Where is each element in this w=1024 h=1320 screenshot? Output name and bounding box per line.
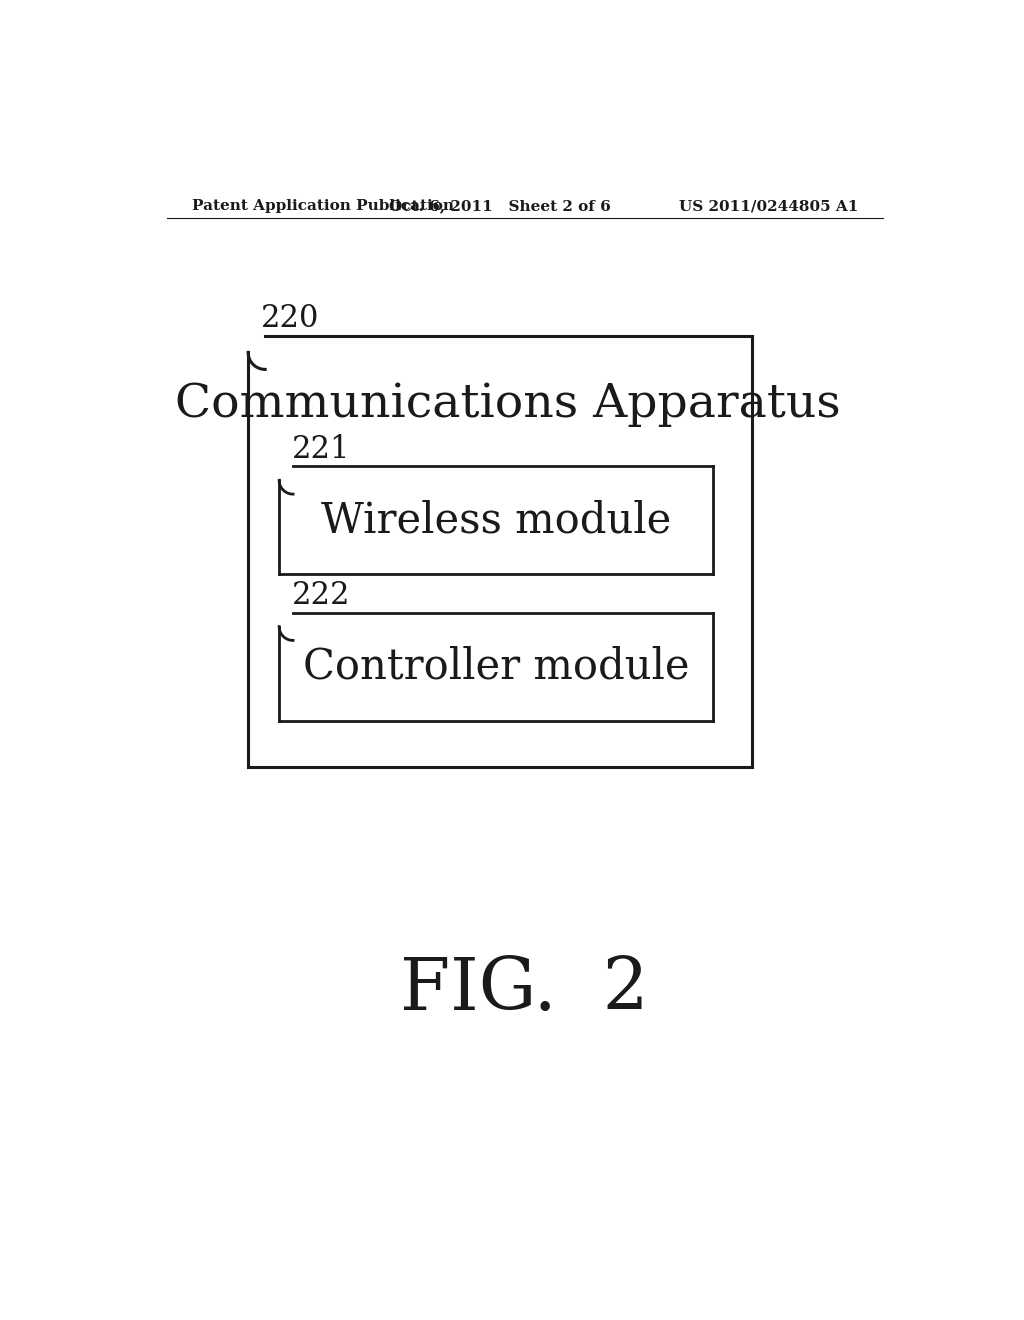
Text: 222: 222 — [292, 581, 350, 611]
Text: Communications Apparatus: Communications Apparatus — [175, 383, 841, 428]
Text: FIG.  2: FIG. 2 — [400, 954, 649, 1026]
Text: Controller module: Controller module — [303, 645, 689, 688]
Text: Oct. 6, 2011   Sheet 2 of 6: Oct. 6, 2011 Sheet 2 of 6 — [389, 199, 611, 213]
Text: 220: 220 — [261, 304, 319, 334]
Text: 221: 221 — [292, 434, 350, 465]
Text: US 2011/0244805 A1: US 2011/0244805 A1 — [679, 199, 858, 213]
Text: Patent Application Publication: Patent Application Publication — [191, 199, 454, 213]
Text: Wireless module: Wireless module — [321, 499, 672, 541]
